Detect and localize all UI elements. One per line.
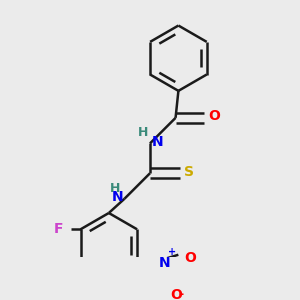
Text: F: F: [53, 222, 63, 236]
Text: H: H: [138, 126, 148, 139]
Text: S: S: [184, 165, 194, 179]
Text: O: O: [184, 251, 196, 265]
Text: N: N: [152, 135, 163, 149]
Text: H: H: [110, 182, 120, 194]
Text: N: N: [111, 190, 123, 204]
Text: O: O: [170, 288, 182, 300]
Text: O: O: [208, 110, 220, 123]
Text: N: N: [158, 256, 170, 270]
Text: +: +: [168, 247, 176, 257]
Text: -: -: [179, 288, 184, 300]
